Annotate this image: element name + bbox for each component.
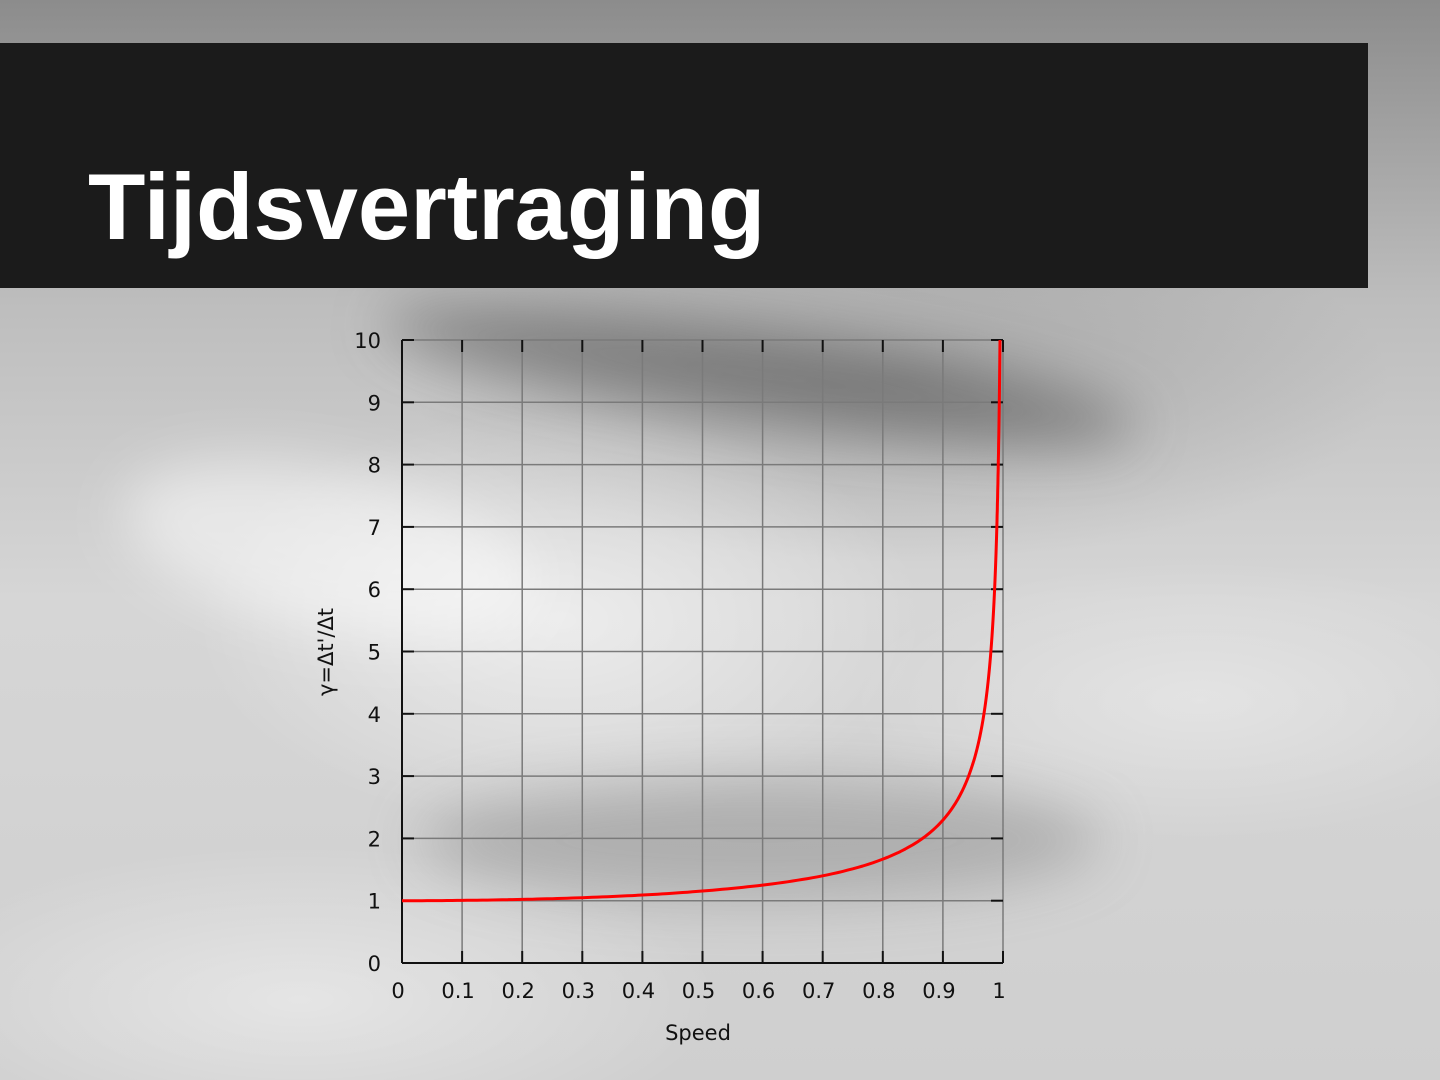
x-tick-label: 0.7 xyxy=(802,979,835,1003)
x-tick-label: 0.5 xyxy=(682,979,715,1003)
x-tick-label: 0.2 xyxy=(501,979,534,1003)
x-tick-labels: 0 0.1 0.2 0.3 0.4 0.5 0.6 0.7 0.8 0.9 1 xyxy=(391,979,1005,1003)
y-tick-label: 8 xyxy=(368,454,381,478)
y-tick-label: 10 xyxy=(354,329,381,353)
x-tick-label: 0.9 xyxy=(922,979,955,1003)
slide-title: Tijdsvertraging xyxy=(88,154,766,259)
x-tick-label: 1 xyxy=(992,979,1005,1003)
x-tick-label: 0.8 xyxy=(862,979,895,1003)
chart-grid xyxy=(401,339,1004,964)
x-tick-label: 0 xyxy=(391,979,404,1003)
y-tick-label: 9 xyxy=(368,391,381,415)
y-tick-label: 2 xyxy=(368,827,381,851)
y-tick-label: 3 xyxy=(368,765,381,789)
y-tick-label: 5 xyxy=(368,641,381,665)
gamma-curve xyxy=(402,339,1002,903)
title-bar xyxy=(0,43,1368,288)
y-tick-label: 1 xyxy=(368,890,381,914)
y-tick-label: 7 xyxy=(368,516,381,540)
x-tick-label: 0.4 xyxy=(622,979,655,1003)
x-axis-label: Speed xyxy=(665,1021,731,1045)
x-tick-label: 0.1 xyxy=(441,979,474,1003)
y-tick-label: 6 xyxy=(368,578,381,602)
background-blur-shadow xyxy=(420,780,1100,900)
y-axis-label: γ=Δt'/Δt xyxy=(314,608,338,696)
y-tick-labels: 0 1 2 3 4 5 6 7 8 9 10 xyxy=(354,329,381,976)
y-tick-label: 4 xyxy=(368,703,381,727)
y-tick-label: 0 xyxy=(368,952,381,976)
x-tick-label: 0.6 xyxy=(742,979,775,1003)
x-tick-label: 0.3 xyxy=(562,979,595,1003)
